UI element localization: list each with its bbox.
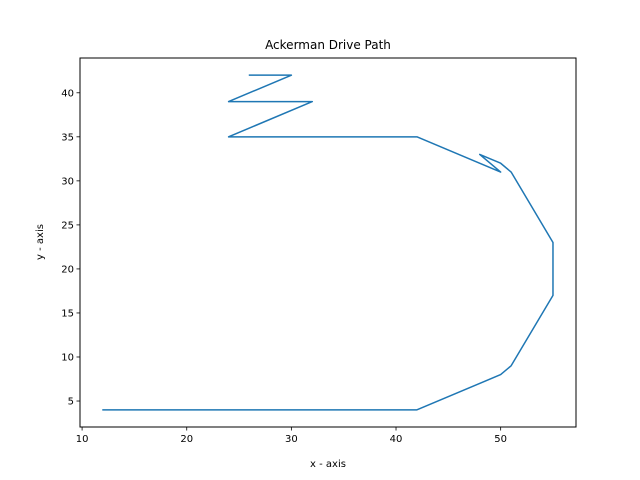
x-tick-label: 10 [76,434,89,445]
x-axis: 10 20 30 40 50 [76,427,507,445]
axes-frame [79,57,577,428]
y-tick-label: 25 [61,220,74,231]
plot-area [102,74,554,411]
x-axis-label: x - axis [310,459,346,470]
x-tick-label: 50 [494,434,507,445]
series-line-0 [102,74,554,411]
y-axis: 5 10 15 20 25 30 35 40 [61,88,80,408]
y-tick-label: 35 [61,132,74,143]
x-tick-label: 20 [180,434,193,445]
y-tick-label: 15 [61,308,74,319]
y-tick-label: 20 [61,264,74,275]
x-tick-label: 40 [390,434,403,445]
x-tick-label: 30 [285,434,298,445]
chart-title: Ackerman Drive Path [265,38,391,52]
y-tick-label: 10 [61,352,74,363]
y-tick-label: 40 [61,88,74,99]
y-tick-label: 30 [61,176,74,187]
y-tick-label: 5 [68,397,74,408]
y-axis-label: y - axis [35,224,46,260]
